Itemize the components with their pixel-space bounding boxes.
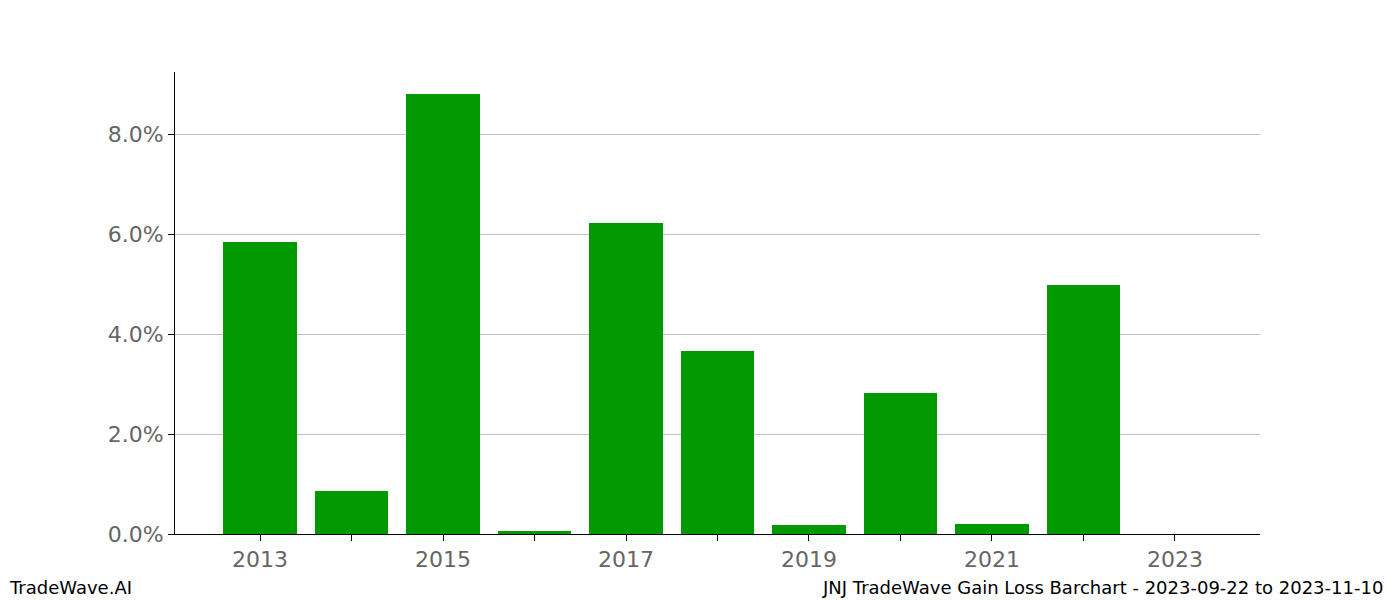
svg-text:2019: 2019 [781, 547, 837, 572]
svg-text:2017: 2017 [598, 547, 654, 572]
svg-text:2021: 2021 [964, 547, 1020, 572]
svg-text:2.0%: 2.0% [108, 422, 164, 447]
svg-text:2013: 2013 [232, 547, 288, 572]
svg-text:2015: 2015 [415, 547, 471, 572]
svg-text:2023: 2023 [1147, 547, 1203, 572]
svg-text:6.0%: 6.0% [108, 222, 164, 247]
svg-text:8.0%: 8.0% [108, 122, 164, 147]
svg-text:JNJ TradeWave Gain Loss Barcha: JNJ TradeWave Gain Loss Barchart - 2023-… [822, 577, 1383, 598]
svg-text:TradeWave.AI: TradeWave.AI [9, 577, 132, 598]
svg-text:0.0%: 0.0% [108, 522, 164, 547]
svg-text:4.0%: 4.0% [108, 322, 164, 347]
